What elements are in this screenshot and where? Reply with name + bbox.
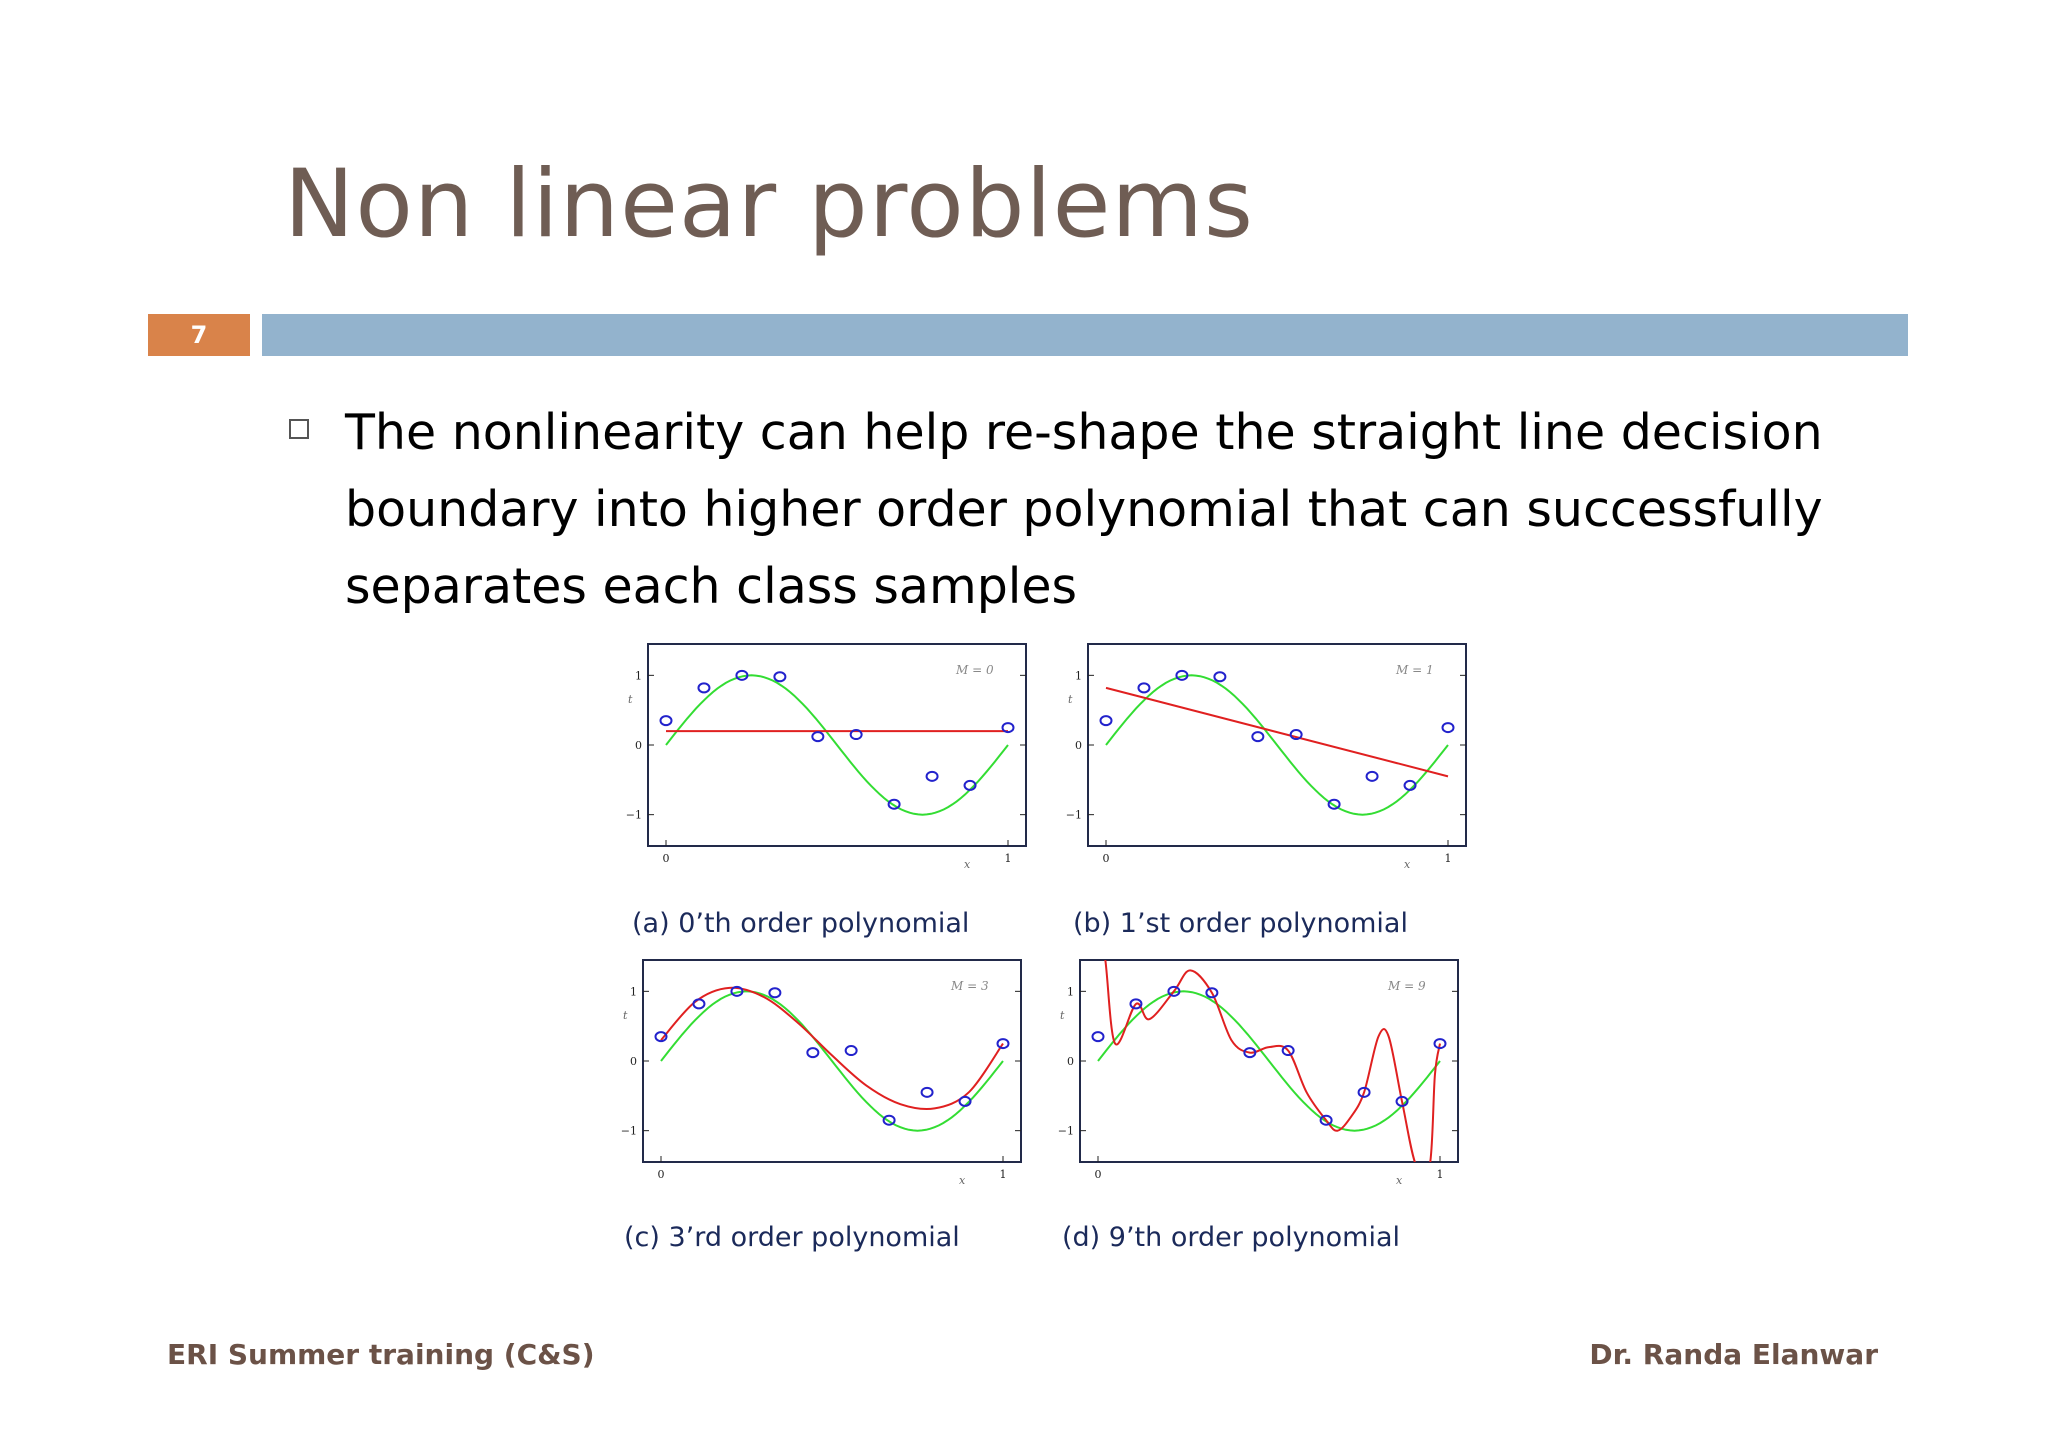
caption-c: (c) 3’rd order polynomial	[624, 1222, 960, 1253]
data-point	[963, 779, 977, 791]
data-point	[1319, 1114, 1333, 1126]
y-axis-label: t	[623, 1009, 628, 1022]
y-tick-label: 1	[1075, 669, 1082, 682]
model-order-label: M = 0	[955, 663, 994, 677]
polynomial-fit-curve	[1105, 686, 1449, 778]
data-point	[1205, 987, 1219, 999]
y-tick-label: −1	[1066, 809, 1082, 822]
y-tick-label: −1	[1058, 1125, 1074, 1138]
data-point	[697, 682, 711, 694]
y-axis-label: t	[628, 693, 633, 706]
data-point	[1091, 1031, 1105, 1043]
data-point	[1433, 1038, 1447, 1050]
data-point	[925, 770, 939, 782]
data-point	[659, 715, 673, 727]
x-axis-label: x	[1396, 1174, 1403, 1187]
data-point	[1281, 1045, 1295, 1057]
x-tick-label: 0	[1103, 852, 1110, 865]
target-sine-curve	[1105, 674, 1449, 816]
footer-right: Dr. Randa Elanwar	[1589, 1338, 1878, 1371]
y-tick-label: 0	[630, 1055, 637, 1068]
data-point	[1403, 779, 1417, 791]
data-point	[1365, 770, 1379, 782]
data-point	[1001, 722, 1015, 734]
data-point	[1129, 998, 1143, 1010]
y-tick-label: −1	[621, 1125, 637, 1138]
polynomial-fit-curve	[660, 986, 1004, 1111]
data-point	[773, 671, 787, 683]
y-tick-label: 0	[635, 739, 642, 752]
bullet-square-icon	[289, 419, 309, 439]
figure-d: 1 0 −1 0 1 x t M = 9	[1058, 959, 1459, 1187]
y-tick-label: 1	[630, 985, 637, 998]
x-tick-label: 1	[1005, 852, 1012, 865]
figure-a: 1 0 −1 0 1 x t M = 0	[626, 643, 1027, 871]
x-tick-label: 0	[1095, 1168, 1102, 1181]
data-point	[1175, 669, 1189, 681]
y-axis-label: t	[1068, 693, 1073, 706]
data-point	[920, 1086, 934, 1098]
title-divider-bar	[262, 314, 1908, 356]
bullet-text: The nonlinearity can help re-shape the s…	[345, 404, 1823, 615]
data-point	[1137, 682, 1151, 694]
data-point	[1213, 671, 1227, 683]
data-point	[887, 798, 901, 810]
data-point	[1251, 731, 1265, 743]
y-axis-label: t	[1060, 1009, 1065, 1022]
x-tick-label: 0	[663, 852, 670, 865]
figure-b: 1 0 −1 0 1 x t M = 1	[1066, 643, 1467, 871]
slide-title: Non linear problems	[284, 150, 1254, 259]
y-tick-label: 0	[1075, 739, 1082, 752]
footer-left: ERI Summer training (C&S)	[167, 1338, 595, 1371]
data-point	[996, 1038, 1010, 1050]
data-point	[1099, 715, 1113, 727]
data-point	[692, 998, 706, 1010]
x-tick-label: 1	[1000, 1168, 1007, 1181]
data-point	[958, 1095, 972, 1107]
x-tick-label: 0	[658, 1168, 665, 1181]
y-tick-label: 1	[635, 669, 642, 682]
data-point	[844, 1045, 858, 1057]
data-point	[1167, 985, 1181, 997]
data-point	[806, 1047, 820, 1059]
data-point	[768, 987, 782, 999]
caption-a: (a) 0’th order polynomial	[632, 908, 970, 939]
data-point	[1395, 1095, 1409, 1107]
y-tick-label: 0	[1067, 1055, 1074, 1068]
y-tick-label: 1	[1067, 985, 1074, 998]
page-number: 7	[148, 314, 250, 356]
x-axis-label: x	[964, 858, 971, 871]
x-tick-label: 1	[1445, 852, 1452, 865]
target-sine-curve	[1097, 990, 1441, 1132]
target-sine-curve	[660, 990, 1004, 1132]
polynomial-fit-curve	[1104, 960, 1441, 1162]
data-point	[849, 729, 863, 741]
model-order-label: M = 3	[950, 979, 989, 993]
data-point	[1289, 729, 1303, 741]
data-point	[811, 731, 825, 743]
data-point	[654, 1031, 668, 1043]
data-point	[882, 1114, 896, 1126]
data-point	[1357, 1086, 1371, 1098]
caption-b: (b) 1’st order polynomial	[1073, 908, 1408, 939]
x-tick-label: 1	[1437, 1168, 1444, 1181]
y-tick-label: −1	[626, 809, 642, 822]
target-sine-curve	[665, 674, 1009, 816]
data-point	[730, 985, 744, 997]
figure-c: 1 0 −1 0 1 x t M = 3	[621, 959, 1022, 1187]
x-axis-label: x	[959, 1174, 966, 1187]
model-order-label: M = 9	[1387, 979, 1426, 993]
data-point	[1441, 722, 1455, 734]
data-point	[1243, 1047, 1257, 1059]
model-order-label: M = 1	[1395, 663, 1434, 677]
caption-d: (d) 9’th order polynomial	[1062, 1222, 1401, 1253]
data-point	[735, 669, 749, 681]
x-axis-label: x	[1404, 858, 1411, 871]
data-point	[1327, 798, 1341, 810]
